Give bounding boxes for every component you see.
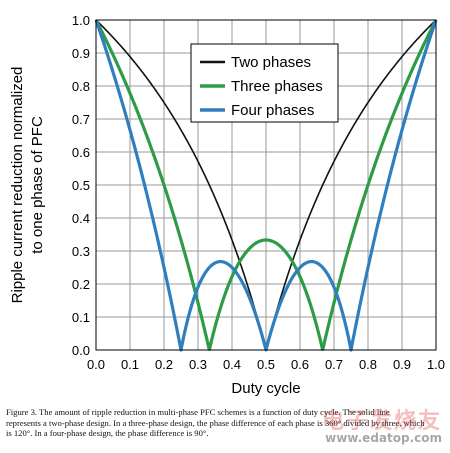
figure-caption: Figure 3. The amount of ripple reduction… — [6, 407, 425, 439]
x-tick-label: 0.1 — [121, 357, 139, 372]
y-tick-label: 1.0 — [72, 13, 90, 28]
y-tick-label: 0.8 — [72, 79, 90, 94]
y-axis-label-line1: Ripple current reduction normalized — [9, 67, 26, 304]
plot-border — [95, 19, 437, 351]
y-tick-label: 0.2 — [72, 277, 90, 292]
legend-label: Four phases — [231, 102, 314, 119]
x-tick-label: 0.7 — [325, 357, 343, 372]
y-axis-label-line2: to one phase of PFC — [29, 116, 46, 254]
x-tick-labels: 0.0 0.1 0.2 0.3 0.4 0.5 0.6 0.7 0.8 0.9 1.0 — [87, 357, 445, 372]
legend: Two phases Three phases Four phases — [190, 43, 339, 123]
y-tick-label: 0.9 — [72, 46, 90, 61]
y-tick-label: 0.7 — [72, 112, 90, 127]
x-tick-label: 0.4 — [223, 357, 241, 372]
y-tick-label: 0.1 — [72, 310, 90, 325]
x-tick-label: 0.5 — [257, 357, 275, 372]
x-tick-label: 0.9 — [393, 357, 411, 372]
x-tick-label: 1.0 — [427, 357, 445, 372]
y-tick-labels: 0.0 0.1 0.2 0.3 0.4 0.5 0.6 0.7 0.8 0.9 1.0 — [72, 13, 90, 358]
x-tick-label: 0.3 — [189, 357, 207, 372]
x-tick-label: 0.0 — [87, 357, 105, 372]
y-tick-label: 0.0 — [72, 343, 90, 358]
x-tick-label: 0.8 — [359, 357, 377, 372]
x-axis-label: Duty cycle — [231, 380, 300, 397]
y-tick-label: 0.3 — [72, 244, 90, 259]
y-tick-label: 0.4 — [72, 211, 90, 226]
y-tick-label: 0.6 — [72, 145, 90, 160]
x-tick-label: 0.6 — [291, 357, 309, 372]
legend-label: Three phases — [231, 78, 323, 95]
y-tick-label: 0.5 — [72, 178, 90, 193]
ripple-chart: 0.0 0.1 0.2 0.3 0.4 0.5 0.6 0.7 0.8 0.9 1.0 0.0 0.1… — [9, 13, 445, 397]
legend-label: Two phases — [231, 54, 311, 71]
series-line-three-phases — [94, 19, 438, 351]
x-tick-label: 0.2 — [155, 357, 173, 372]
